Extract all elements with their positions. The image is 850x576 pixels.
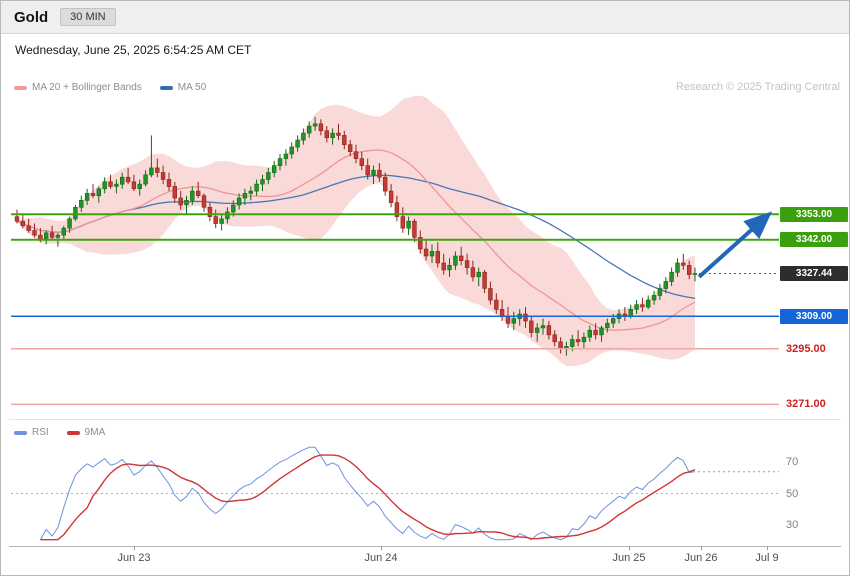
ma50-swatch-icon <box>159 85 173 90</box>
legend-item-rsi: RSI <box>14 427 49 438</box>
price-level-label-3327.44: 3327.44 <box>780 266 848 282</box>
symbol-title: Gold <box>14 8 49 26</box>
price-candlestick-chart <box>11 95 779 406</box>
rsi-legend: RSI 9MA <box>14 427 105 438</box>
nine-ma-label: 9MA <box>84 427 106 438</box>
time-axis-tick <box>701 546 702 550</box>
rsi-tick-30: 30 <box>786 519 799 532</box>
price-level-label-3342.00: 3342.00 <box>780 232 848 248</box>
legend-item-9ma: 9MA <box>66 427 106 438</box>
time-axis-label-jun-26: Jun 26 <box>684 552 718 564</box>
ma20-bollinger-swatch-icon <box>14 85 27 90</box>
ma20-bollinger-label: MA 20 + Bollinger Bands <box>32 82 142 93</box>
rsi-swatch-icon <box>14 430 27 435</box>
main-chart-legend: MA 20 + Bollinger Bands MA 50 <box>14 82 206 93</box>
rsi-label: RSI <box>32 427 49 438</box>
price-level-label-3295.00: 3295.00 <box>786 342 826 355</box>
time-axis-tick <box>134 546 135 550</box>
price-level-label-3353.00: 3353.00 <box>780 206 848 222</box>
header-bar: Gold 30 MIN <box>1 1 849 34</box>
rsi-indicator-chart <box>11 446 779 541</box>
time-axis-tick <box>767 546 768 550</box>
time-axis-tick <box>381 546 382 550</box>
legend-item-ma50: MA 50 <box>159 82 207 93</box>
date-line: Wednesday, June 25, 2025 6:54:25 AM CET <box>15 43 252 57</box>
legend-item-ma20-bollinger: MA 20 + Bollinger Bands <box>14 82 142 93</box>
rsi-tick-70: 70 <box>786 455 799 468</box>
panel-separator <box>9 419 841 420</box>
price-level-label-3271.00: 3271.00 <box>786 398 826 411</box>
ma50-label: MA 50 <box>177 82 207 93</box>
timeframe-badge: 30 MIN <box>60 8 116 26</box>
time-axis-tick <box>629 546 630 550</box>
time-axis-label-jul-9: Jul 9 <box>755 552 779 564</box>
time-axis-line <box>9 546 841 547</box>
rsi-tick-50: 50 <box>786 487 799 500</box>
time-axis-label-jun-23: Jun 23 <box>117 552 151 564</box>
copyright-watermark: Research © 2025 Trading Central <box>675 81 840 93</box>
nine-ma-swatch-icon <box>66 430 80 435</box>
time-axis-label-jun-24: Jun 24 <box>364 552 398 564</box>
time-axis-label-jun-25: Jun 25 <box>612 552 646 564</box>
price-level-label-3309.00: 3309.00 <box>780 308 848 324</box>
